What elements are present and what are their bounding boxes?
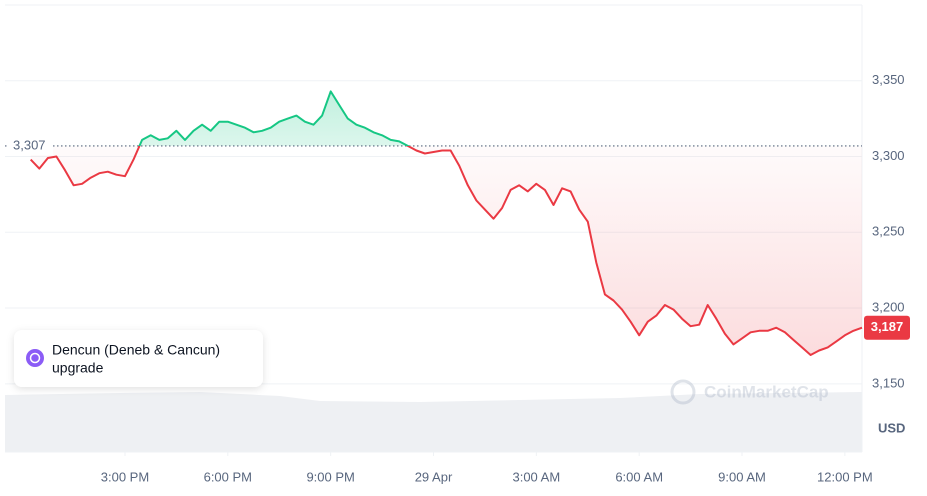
- y-tick-label: 3,250: [872, 224, 905, 239]
- price-line: [29, 90, 863, 356]
- watermark: CoinMarketCap: [670, 379, 829, 405]
- x-tick-label: 9:00 AM: [718, 469, 766, 484]
- y-tick-label: 3,200: [872, 299, 905, 314]
- x-tick-label: 3:00 AM: [512, 469, 560, 484]
- x-tick-label: 6:00 PM: [204, 469, 252, 484]
- annotation-icon-inner: [29, 352, 41, 364]
- y-tick-label: 3,300: [872, 148, 905, 163]
- annotation-box[interactable]: [14, 330, 263, 387]
- baseline-label: 3,307: [13, 137, 46, 152]
- volume-area: [5, 392, 862, 452]
- annotation-line: Dencun (Deneb & Cancun): [52, 342, 220, 358]
- last-price-box: [864, 315, 910, 340]
- x-tick-label: 6:00 AM: [615, 469, 663, 484]
- x-tick-label: 9:00 PM: [306, 469, 354, 484]
- watermark-text: CoinMarketCap: [704, 382, 829, 401]
- watermark-logo: [670, 379, 696, 405]
- price-area: [30, 91, 862, 356]
- y-tick-label: 3,350: [872, 72, 905, 87]
- x-tick-label: 3:00 PM: [101, 469, 149, 484]
- baseline-label-bg: [7, 136, 53, 155]
- x-tick-label: 29 Apr: [415, 469, 453, 484]
- annotation-line: upgrade: [52, 360, 104, 376]
- currency: USD: [878, 420, 905, 435]
- last-price-label: 3,187: [871, 319, 904, 334]
- annotation-icon: [26, 349, 44, 367]
- annotation[interactable]: Dencun (Deneb & Cancun) upgrade: [14, 330, 263, 387]
- plot: [5, 90, 863, 356]
- x-tick-label: 12:00 PM: [817, 469, 873, 484]
- y-tick-label: 3,150: [872, 375, 905, 390]
